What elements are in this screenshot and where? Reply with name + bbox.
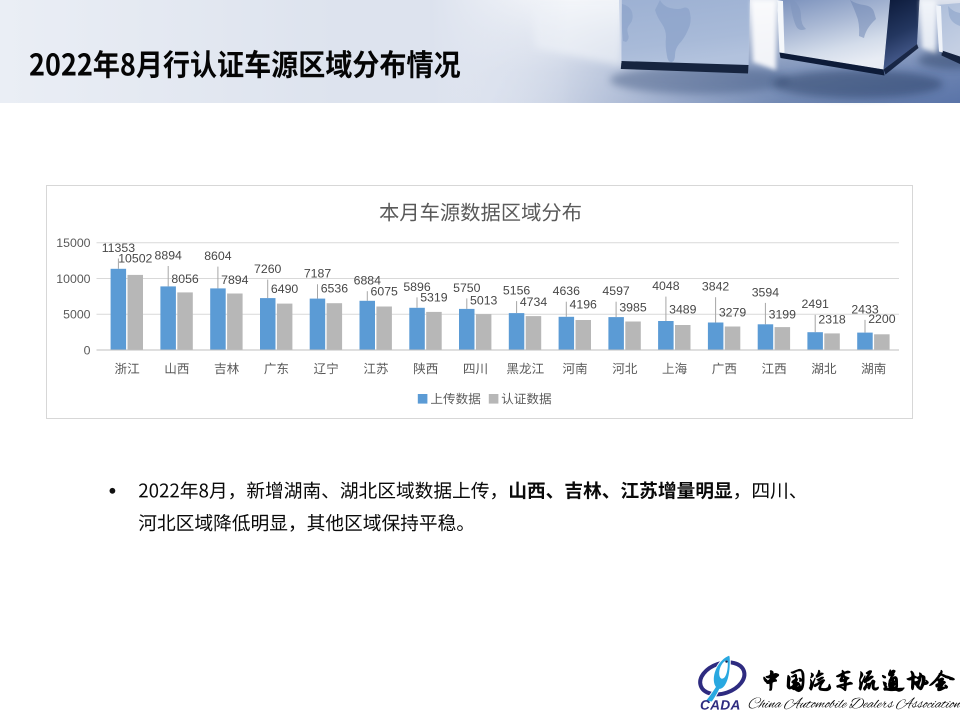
- svg-text:10502: 10502: [118, 251, 152, 265]
- svg-text:5013: 5013: [470, 293, 498, 307]
- svg-text:2200: 2200: [868, 312, 896, 326]
- svg-text:3594: 3594: [752, 285, 780, 299]
- svg-text:4048: 4048: [652, 279, 680, 293]
- svg-text:3842: 3842: [702, 280, 730, 294]
- svg-text:5896: 5896: [403, 280, 431, 294]
- svg-text:5750: 5750: [453, 281, 481, 295]
- svg-text:2433: 2433: [851, 302, 879, 316]
- svg-text:5000: 5000: [63, 308, 91, 322]
- svg-text:7187: 7187: [304, 267, 332, 281]
- svg-text:0: 0: [84, 343, 91, 357]
- svg-text:2318: 2318: [818, 312, 846, 326]
- svg-text:8056: 8056: [171, 272, 199, 286]
- svg-text:7894: 7894: [221, 273, 249, 287]
- svg-text:6536: 6536: [321, 282, 349, 296]
- svg-text:6075: 6075: [371, 285, 399, 299]
- svg-text:6884: 6884: [354, 274, 382, 288]
- svg-text:3489: 3489: [669, 303, 697, 317]
- svg-text:15000: 15000: [56, 236, 90, 250]
- svg-text:4196: 4196: [570, 297, 598, 311]
- svg-text:11353: 11353: [102, 241, 135, 255]
- svg-text:3199: 3199: [769, 307, 797, 321]
- svg-text:4636: 4636: [553, 284, 581, 298]
- svg-text:7260: 7260: [254, 262, 282, 276]
- svg-text:6490: 6490: [271, 282, 299, 296]
- svg-text:8604: 8604: [204, 249, 232, 263]
- svg-text:10000: 10000: [56, 272, 90, 286]
- svg-text:3279: 3279: [719, 305, 747, 319]
- svg-text:4734: 4734: [520, 295, 548, 309]
- svg-text:5319: 5319: [420, 291, 448, 305]
- svg-text:2491: 2491: [802, 297, 830, 311]
- svg-text:3985: 3985: [619, 300, 647, 314]
- svg-text:4597: 4597: [602, 284, 630, 298]
- svg-text:5156: 5156: [503, 284, 531, 298]
- svg-text:8894: 8894: [155, 248, 183, 262]
